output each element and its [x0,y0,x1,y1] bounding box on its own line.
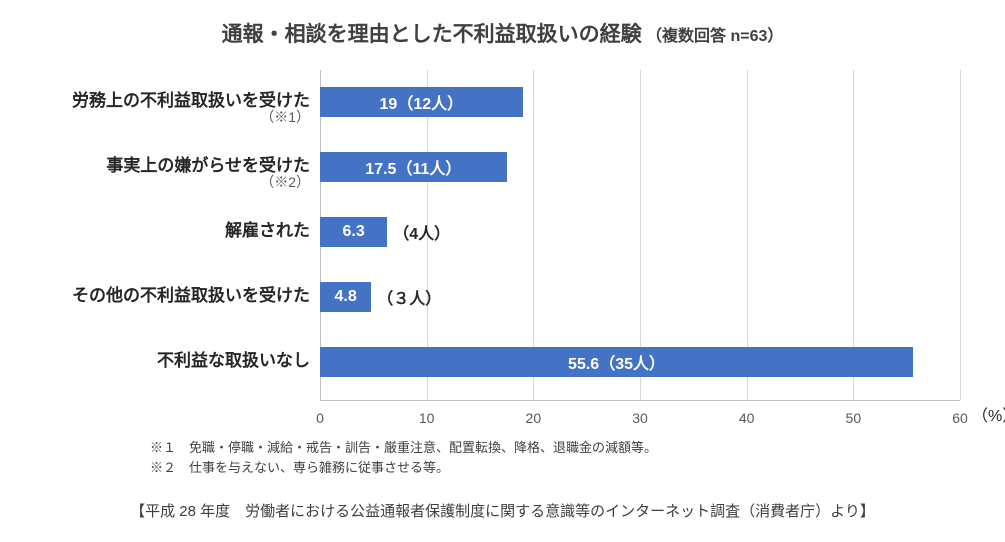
category-label: 不利益な取扱いなし [157,346,310,371]
chart-title-row: 通報・相談を理由とした不利益取扱いの経験 （複数回答 n=63） [0,0,1005,48]
bar: 55.6（35人） [320,347,913,377]
x-tick: 40 [739,410,755,426]
category-note: （※2） [260,172,310,192]
chart-container: 通報・相談を理由とした不利益取扱いの経験 （複数回答 n=63） 0 10 20 30… [0,0,1005,542]
footnote-2: ※２ 仕事を与えない、専ら雑務に従事させる等。 [150,458,657,478]
x-tick: 50 [846,410,862,426]
chart-title-sub: （複数回答 n=63） [646,28,783,45]
category-label: その他の不利益取扱いを受けた [72,281,310,306]
footnote-1: ※１ 免職・停職・減給・戒告・訓告・厳重注意、配置転換、降格、退職金の減額等。 [150,438,657,458]
plot-area: 0102030405060（%）19（12人）17.5（11人）6.3（4人）4… [320,70,960,400]
bar: 6.3 [320,217,387,247]
x-unit: （%） [972,402,1005,426]
x-tick: 20 [526,410,542,426]
bar-count-label: （３人） [371,285,441,309]
bar-value-label: 55.6（35人） [320,350,913,374]
source-line: 【平成 28 年度 労働者における公益通報者保護制度に関する意識等のインターネッ… [0,500,1005,521]
bar-count-label: （4人） [387,220,450,244]
x-axis [320,400,960,401]
bar: 17.5（11人） [320,152,507,182]
x-tick: 0 [316,410,324,426]
gridline [960,70,961,400]
x-tick: 30 [632,410,648,426]
bar-value-label: 17.5（11人） [320,155,507,179]
bar-value-label: 6.3 [320,223,387,241]
x-tick: 60 [952,410,968,426]
chart-title-main: 通報・相談を理由とした不利益取扱いの経験 [222,23,642,46]
category-label: 解雇された [225,216,310,241]
x-tick: 10 [419,410,435,426]
category-note: （※1） [260,107,310,127]
bar: 4.8 [320,282,371,312]
bar: 19（12人） [320,87,523,117]
footnotes: ※１ 免職・停職・減給・戒告・訓告・厳重注意、配置転換、降格、退職金の減額等。 … [150,438,657,477]
bar-value-label: 4.8 [320,288,371,306]
bar-value-label: 19（12人） [320,90,523,114]
chart-area: 0102030405060（%）19（12人）17.5（11人）6.3（4人）4… [20,70,980,420]
